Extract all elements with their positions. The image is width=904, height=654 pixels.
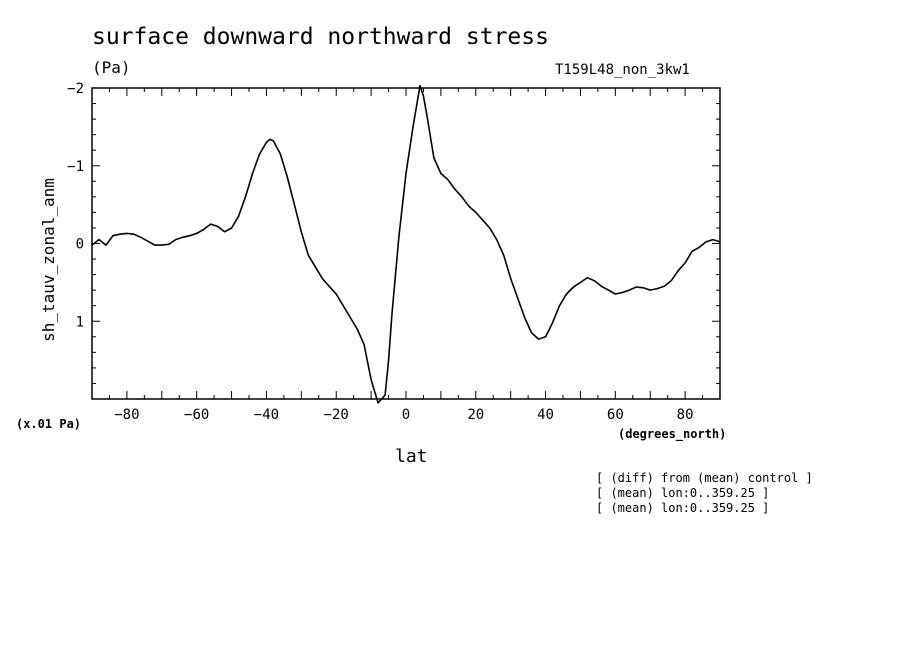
y-tick-label: 1: [76, 314, 84, 330]
note-line: [ (diff) from (mean) control ]: [596, 471, 813, 485]
x-tick-label: −80: [114, 407, 139, 423]
axis-ticks: [91, 87, 721, 400]
note-line: [ (mean) lon:0..359.25 ]: [596, 501, 770, 515]
axis-tick-labels: −80 −60 −40 −20 0 20 40 60 80 −2 −1 0 1: [67, 81, 693, 423]
y-tick-label: −2: [67, 81, 84, 97]
x-units-label: (degrees_north): [618, 427, 727, 441]
plot-frame: [91, 87, 721, 400]
y-tick-label: −1: [67, 159, 84, 175]
x-tick-label: 0: [402, 407, 410, 423]
x-axis-label: lat: [395, 446, 428, 467]
run-name-label: T159L48_non_3kw1: [555, 62, 690, 78]
notes-block: [ (diff) from (mean) control ] [ (mean) …: [596, 471, 813, 516]
units-label: (Pa): [92, 58, 131, 77]
x-tick-label: 40: [537, 407, 554, 423]
x-tick-label: −20: [324, 407, 349, 423]
note-line: [ (mean) lon:0..359.25 ]: [596, 486, 770, 500]
x-tick-label: −40: [254, 407, 279, 423]
series-line: [91, 84, 721, 404]
x-tick-label: 60: [607, 407, 624, 423]
y-tick-label: 0: [76, 237, 84, 253]
x-tick-label: −60: [184, 407, 209, 423]
x-tick-label: 20: [467, 407, 484, 423]
chart-title: surface downward northward stress: [92, 24, 549, 50]
x-tick-label: 80: [677, 407, 694, 423]
scale-note: (x.01 Pa): [16, 417, 82, 431]
